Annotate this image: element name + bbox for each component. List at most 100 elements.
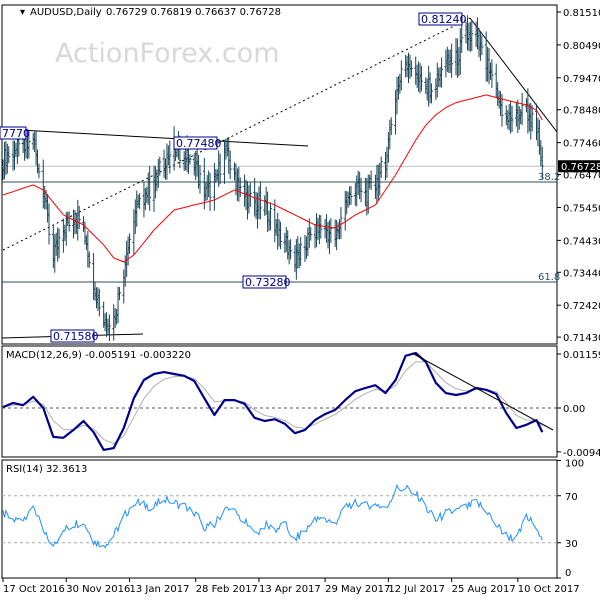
price-bar	[97, 288, 101, 317]
price-bar	[117, 287, 121, 301]
price-bar	[158, 156, 162, 176]
fib-label-38: 38.2	[538, 172, 560, 183]
x-tick-label: 30 Nov 2016	[66, 584, 130, 595]
swing-label: 0.81240	[421, 13, 467, 26]
macd-y-tick-label: 0.01159	[563, 350, 600, 361]
swing-label-box	[418, 12, 463, 26]
price-bar	[148, 165, 152, 211]
rsi-panel	[1, 459, 558, 579]
swing-label: 0.73280	[245, 276, 291, 289]
price-bar	[138, 193, 142, 209]
symbol-title: AUDUSD,Daily	[30, 7, 102, 18]
price-bar	[57, 228, 61, 259]
dropdown-arrow-icon[interactable]: ▾	[20, 7, 25, 18]
x-tick-label: 28 Feb 2017	[196, 584, 258, 595]
swing-label-box	[0, 126, 27, 140]
price-bar	[168, 140, 172, 174]
x-tick-label: 10 Oct 2017	[518, 584, 580, 595]
price-bar	[329, 218, 333, 243]
price-bar	[399, 60, 403, 91]
price-bar	[188, 154, 192, 165]
price-bar	[319, 215, 323, 239]
price-bar	[228, 150, 232, 180]
price-bar	[430, 83, 434, 104]
resistance-trendline	[1, 128, 309, 147]
current-price-box	[558, 160, 600, 173]
swing-label: 7770	[2, 127, 30, 140]
x-tick-label: 17 Oct 2016	[3, 584, 65, 595]
swing-label-box	[173, 136, 218, 150]
rsi-y-tick-label: 100	[565, 459, 584, 470]
price-bar	[480, 35, 484, 56]
ohlc-readout: 0.76729 0.76819 0.76637 0.76728	[106, 7, 281, 18]
price-bar	[128, 233, 132, 254]
price-bar	[309, 226, 313, 241]
price-bar	[87, 251, 91, 268]
price-bar	[460, 25, 464, 54]
price-bar	[369, 170, 373, 191]
price-bar	[289, 239, 293, 260]
rsi-title: RSI(14) 32.3613	[6, 464, 87, 475]
x-tick-label: 13 Apr 2017	[259, 584, 321, 595]
macd-y-tick-label: 0.00	[563, 404, 585, 415]
price-bar	[7, 146, 11, 164]
macd-line	[2, 351, 544, 451]
falling-trendline	[469, 17, 558, 133]
macd-signal-line	[2, 361, 543, 445]
rsi-line	[2, 483, 543, 549]
price-bar	[510, 106, 514, 132]
rsi-y-tick-label: 0	[565, 568, 571, 579]
price-bar	[107, 314, 111, 342]
price-bar	[279, 221, 283, 250]
macd-y-tick-label: -0.009408	[563, 448, 600, 459]
price-bar	[339, 207, 343, 239]
current-price-label: 0.76728	[561, 162, 600, 173]
price-bar	[299, 237, 303, 266]
price-bar	[440, 57, 444, 88]
swing-label-box	[242, 275, 287, 289]
price-bar	[490, 59, 494, 89]
x-tick-label: 13 Jan 2017	[130, 584, 190, 595]
x-tick-label: 29 May 2017	[325, 584, 390, 595]
swing-label: 0.71580	[53, 330, 99, 343]
price-bar	[409, 60, 413, 77]
price-bar	[470, 20, 474, 51]
price-bar	[27, 131, 31, 159]
rsi-y-tick-label: 70	[565, 492, 578, 503]
price-bar	[218, 153, 222, 185]
price-bar	[540, 146, 544, 180]
price-bar	[258, 181, 262, 220]
price-bar	[530, 105, 534, 132]
price-bar	[500, 94, 504, 127]
price-bar	[359, 177, 363, 203]
fib-label-61: 61.8	[538, 272, 560, 283]
watermark: ActionForex.com	[55, 38, 280, 69]
x-tick-label: 25 Aug 2017	[452, 584, 516, 595]
price-bar	[208, 172, 212, 212]
rising-dotted-trendline	[2, 17, 471, 251]
price-bar	[198, 164, 202, 194]
swing-label-box	[50, 329, 95, 343]
price-bar	[450, 43, 454, 78]
price-bar	[379, 156, 383, 178]
swing-label: 0.77480	[176, 137, 222, 150]
price-bar	[520, 92, 524, 126]
macd-panel	[1, 345, 558, 458]
macd-title: MACD(12,26,9) -0.005191 -0.003220	[6, 350, 191, 361]
x-tick-label: 12 Jul 2017	[388, 584, 445, 595]
price-bar	[47, 203, 51, 245]
price-bar	[77, 205, 81, 229]
macd-trendline	[411, 352, 554, 431]
